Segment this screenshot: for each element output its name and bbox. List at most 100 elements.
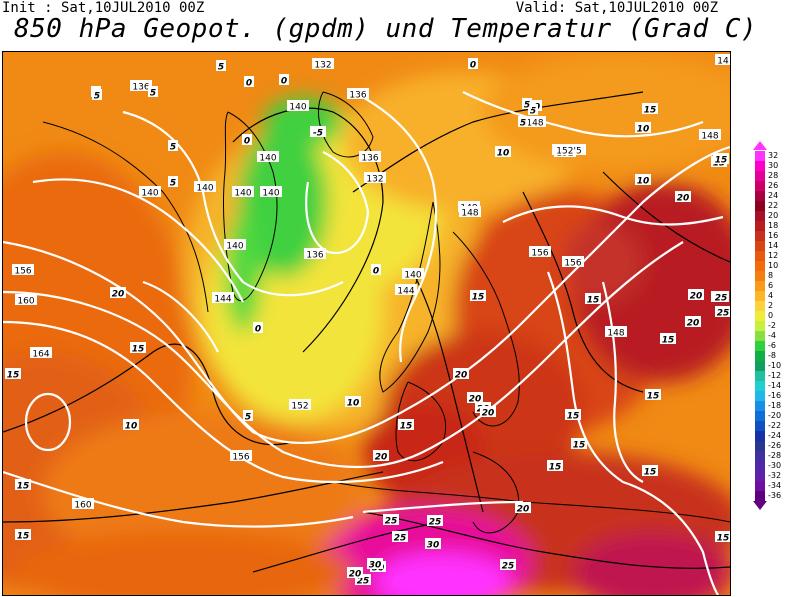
temperature-label: 20 (469, 395, 482, 405)
temperature-label-bg (635, 122, 651, 133)
legend-color-box (755, 231, 765, 241)
legend-label: -18 (768, 401, 782, 410)
geopotential-label: 140 (226, 242, 243, 252)
temperature-label-bg (571, 438, 587, 449)
legend-color-box (755, 341, 765, 351)
geopotential-label: 140 (262, 189, 279, 199)
legend-label: 4 (768, 291, 774, 300)
temperature-label-bg (635, 174, 651, 185)
legend-color-box (755, 451, 765, 461)
temperature-label: 15 (17, 482, 30, 492)
geopotential-label-bg (459, 206, 481, 217)
temperature-label: 20 (349, 570, 362, 580)
geopotential-label: 136 (361, 154, 378, 164)
legend-label: 2 (768, 301, 774, 310)
legend-color-box (755, 291, 765, 301)
geopotential-label-bg (224, 239, 246, 250)
geopotential-label: 140 (289, 103, 306, 113)
temperature-label-bg (495, 146, 511, 157)
legend-bottom-arrow (753, 501, 767, 510)
legend-label: 14 (768, 241, 779, 250)
temperature-label-bg (243, 410, 253, 421)
geopotential-label: 156 (14, 267, 31, 277)
temperature-label: 5 (94, 92, 100, 102)
legend-label: -32 (768, 471, 782, 480)
temperature-label: 20 (687, 319, 700, 329)
geopotential-label: 148 (526, 119, 543, 129)
geopotential-label-bg (715, 54, 730, 65)
geopotential-label-bg (359, 151, 381, 162)
temperature-label: 15 (587, 296, 600, 306)
geopotential-label-bg (395, 284, 417, 295)
temperature-label: 25 (385, 517, 398, 527)
temperature-label: 15 (7, 371, 20, 381)
legend-color-box (755, 351, 765, 361)
temperature-label-bg (371, 264, 381, 275)
geopotential-label: 160 (74, 501, 91, 511)
legend-color-box (755, 421, 765, 431)
geopotential-label: 156 (564, 259, 581, 269)
legend-label: -34 (768, 481, 782, 490)
legend-color-box (755, 381, 765, 391)
geopotential-contours (3, 91, 730, 595)
geopotential-label-bg (260, 186, 282, 197)
temperature-label: 15 (647, 392, 660, 402)
legend-color-box (755, 301, 765, 311)
geopotential-label-bg (605, 326, 627, 337)
temperature-label: 15 (662, 336, 675, 346)
temperature-label-bg (5, 368, 21, 379)
legend-label: -10 (768, 361, 782, 370)
geopotential-label: 14 (717, 57, 729, 67)
temperature-label: 15 (573, 441, 586, 451)
temperature-label-bg (383, 514, 399, 525)
temperature-label-bg (585, 293, 601, 304)
temperature-label: 20 (375, 453, 388, 463)
legend-color-box (755, 211, 765, 221)
legend-color-box (755, 471, 765, 481)
legend-color-box (755, 441, 765, 451)
geopotential-label-bg (289, 399, 311, 410)
temperature-label-bg (279, 74, 289, 85)
temperature-label-bg (713, 153, 729, 164)
temperature-label-bg (253, 322, 263, 333)
temperature-label-bg (130, 342, 146, 353)
geopotential-label: 152 (291, 402, 308, 412)
temperature-label: 30 (427, 541, 440, 551)
legend-label: -30 (768, 461, 782, 470)
geopotential-label: 148 (701, 132, 718, 142)
legend-color-box (755, 331, 765, 341)
geopotential-label: 160 (17, 297, 34, 307)
temperature-label: 15 (567, 412, 580, 422)
temperature-label: 20 (690, 292, 703, 302)
temperature-label-bg (515, 502, 531, 513)
legend-label: -6 (768, 341, 776, 350)
temperature-label: 10 (497, 149, 510, 159)
legend-label: -26 (768, 441, 782, 450)
legend-label: 6 (768, 281, 774, 290)
temperature-label: 25 (394, 534, 407, 544)
geopotential-label-bg (312, 58, 334, 69)
legend-color-box (755, 171, 765, 181)
temperature-label: 15 (644, 468, 657, 478)
geopotential-label-bg (232, 186, 254, 197)
geopotential-label-bg (12, 264, 34, 275)
geopotential-label-bg (257, 151, 279, 162)
temperature-label: 15 (17, 532, 30, 542)
temperature-label-bg (425, 538, 441, 549)
temperature-label-bg (480, 406, 496, 417)
legend-label: -20 (768, 411, 782, 420)
geopotential-label: 140 (259, 154, 276, 164)
temperature-label-bg (242, 134, 252, 145)
legend-label: 28 (768, 171, 779, 180)
temperature-label-bg (427, 515, 443, 526)
geopotential-label-bg (130, 80, 152, 91)
temperature-label: 15 (132, 345, 145, 355)
geopotential-label: 132 (314, 61, 331, 71)
legend-label: -14 (768, 381, 782, 390)
temperature-label-bg (168, 176, 178, 187)
geopotential-label-bg (562, 256, 584, 267)
temperature-label-bg (565, 409, 581, 420)
legend-label: -2 (768, 321, 776, 330)
legend-label: -4 (768, 331, 776, 340)
